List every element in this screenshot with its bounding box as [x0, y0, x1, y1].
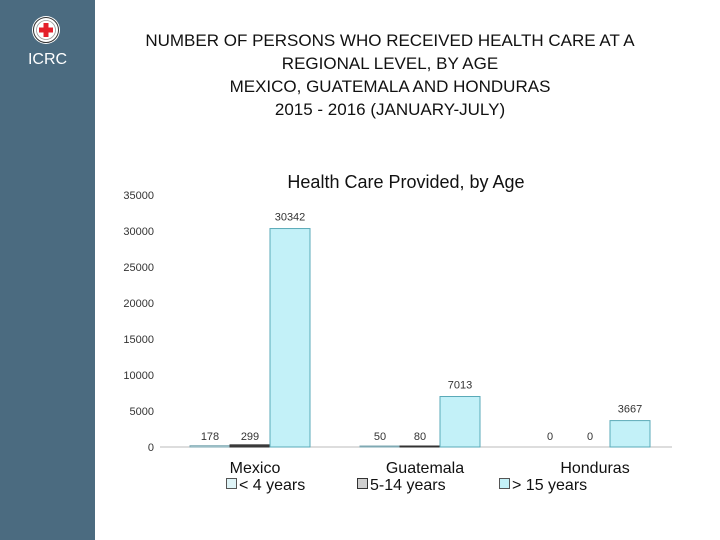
red-cross-emblem-icon: [32, 16, 60, 44]
bar: [439, 396, 481, 448]
legend-label-under-4: < 4 years: [239, 477, 306, 494]
data-label: 178: [201, 431, 219, 443]
category-label: Mexico: [230, 460, 281, 477]
bar: [609, 420, 651, 448]
y-tick-label: 5000: [130, 406, 154, 418]
legend-swatch-over-15: [499, 478, 510, 489]
y-tick-label: 25000: [123, 262, 154, 274]
bar: [269, 228, 311, 448]
y-tick-label: 30000: [123, 226, 154, 238]
bar: [399, 445, 441, 448]
chart-title: Health Care Provided, by Age: [287, 172, 524, 192]
y-tick-label: 20000: [123, 298, 154, 310]
y-tick-label: 35000: [123, 190, 154, 202]
bar: [229, 444, 271, 448]
legend-swatch-under-4: [226, 478, 237, 489]
bar: [359, 445, 401, 448]
legend-item-under-4: < 4 years: [226, 477, 305, 495]
slide-title-line-4: 2015 - 2016 (JANUARY-JULY): [274, 100, 506, 119]
slide-title-line-2: REGIONAL LEVEL, BY AGE: [281, 54, 499, 73]
data-label: 80: [414, 431, 426, 443]
data-label: 0: [587, 431, 593, 443]
data-label: 50: [374, 431, 386, 443]
category-label: Guatemala: [386, 460, 464, 477]
sidebar: ICRC: [0, 0, 95, 540]
data-label: 299: [241, 431, 259, 443]
category-label: Honduras: [560, 460, 629, 477]
legend-swatch-5-14: [357, 478, 368, 489]
data-label: 0: [547, 431, 553, 443]
slide-title-line-3: MEXICO, GUATEMALA AND HONDURAS: [229, 77, 551, 96]
data-label: 30342: [275, 212, 306, 224]
y-tick-label: 15000: [123, 334, 154, 346]
legend-label-5-14: 5-14 years: [370, 477, 446, 494]
data-label: 7013: [448, 380, 472, 392]
slide-title-line-1: NUMBER OF PERSONS WHO RECEIVED HEALTH CA…: [145, 31, 635, 50]
legend-item-5-14: 5-14 years: [357, 477, 446, 495]
data-label: 3667: [618, 404, 642, 416]
logo-text: ICRC: [27, 51, 68, 68]
y-tick-label: 10000: [123, 370, 154, 382]
bar: [189, 445, 231, 448]
slide-title: NUMBER OF PERSONS WHO RECEIVED HEALTH CA…: [112, 29, 668, 121]
legend-label-over-15: > 15 years: [512, 477, 588, 494]
legend-item-over-15: > 15 years: [499, 477, 587, 495]
y-tick-label: 0: [148, 442, 154, 454]
